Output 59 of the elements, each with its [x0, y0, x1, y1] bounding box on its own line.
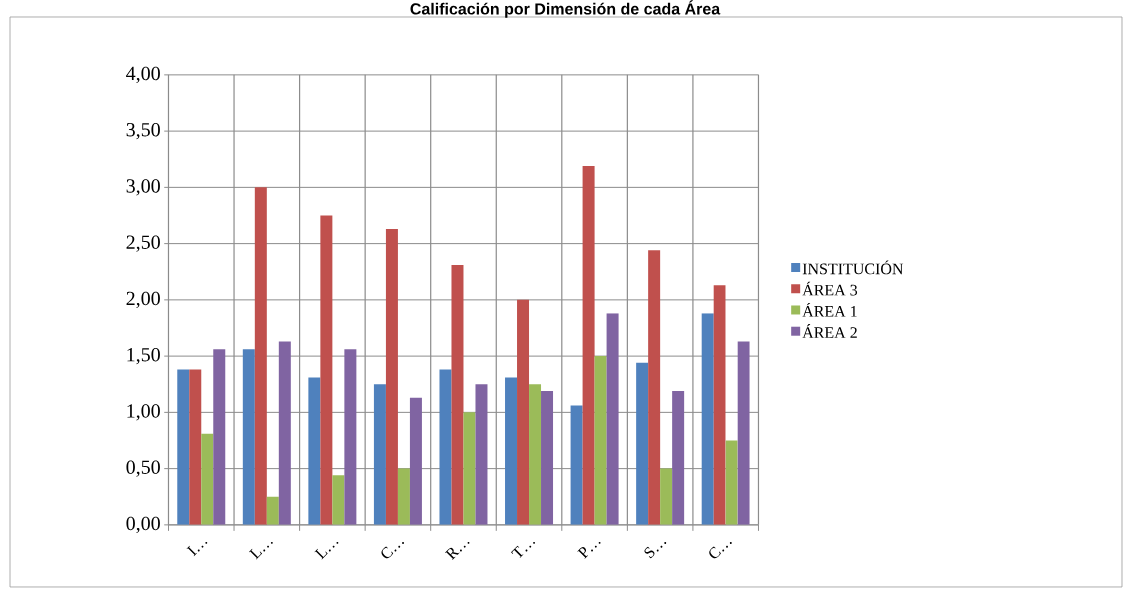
bar: [648, 250, 661, 525]
bar: [594, 356, 607, 525]
bar: [189, 369, 202, 525]
x-tick-label: L…: [248, 541, 273, 560]
y-tick-label: 3,00: [126, 179, 160, 196]
y-tick-label: 2,00: [126, 291, 160, 309]
bar: [475, 384, 488, 525]
bar: [701, 313, 714, 525]
bar: [320, 215, 333, 525]
bar: [713, 285, 726, 525]
legend-label: ÁREA 2: [802, 324, 857, 338]
x-tick-label: R…: [444, 541, 470, 560]
bar: [505, 377, 518, 525]
bar: [308, 377, 321, 525]
bar: [213, 349, 226, 525]
bar: [660, 468, 673, 525]
bar: [242, 349, 255, 525]
bar: [606, 313, 619, 525]
bar: [201, 433, 214, 525]
y-tick-label: 3,50: [126, 122, 160, 140]
bar: [254, 187, 267, 525]
x-tick-label: L…: [314, 541, 339, 560]
y-tick-label: 2,50: [126, 235, 160, 252]
bar: [397, 468, 410, 525]
bar: [439, 369, 452, 525]
bar: [725, 440, 738, 525]
bar: [266, 496, 279, 525]
x-tick-label: P…: [577, 541, 601, 559]
bar: [541, 390, 554, 525]
y-tick-label: 4,00: [126, 66, 160, 84]
y-tick-label: 1,50: [127, 347, 160, 365]
y-tick-label: 1,00: [127, 404, 160, 421]
bar: [463, 412, 476, 525]
bar: [177, 369, 190, 525]
bar: [737, 341, 750, 525]
bar: [636, 362, 649, 525]
legend-label: INSTITUCIÓN: [802, 260, 904, 275]
x-tick-label: T…: [511, 541, 536, 559]
bar: [570, 405, 583, 525]
legend-label: ÁREA 3: [802, 281, 858, 296]
bar: [672, 390, 685, 525]
bar: [517, 299, 530, 525]
bar: [373, 384, 386, 525]
y-tick-label: 0,00: [126, 516, 160, 534]
x-tick-label: C…: [709, 542, 732, 559]
x-tick-label: C…: [381, 542, 404, 559]
y-tick-label: 0,50: [126, 460, 160, 477]
bar: [278, 341, 291, 525]
bar: [332, 475, 345, 525]
bar: [385, 228, 398, 525]
bar: [529, 384, 542, 525]
bar: [451, 264, 464, 525]
bar: [344, 349, 357, 525]
x-tick-label: S…: [644, 542, 667, 559]
x-tick-label: I…: [186, 541, 208, 557]
bar: [582, 165, 595, 525]
chart-title: Calificación por Dimensión de cada Área: [410, 0, 721, 18]
legend-label: ÁREA 1: [802, 302, 857, 317]
bar: [409, 397, 422, 525]
